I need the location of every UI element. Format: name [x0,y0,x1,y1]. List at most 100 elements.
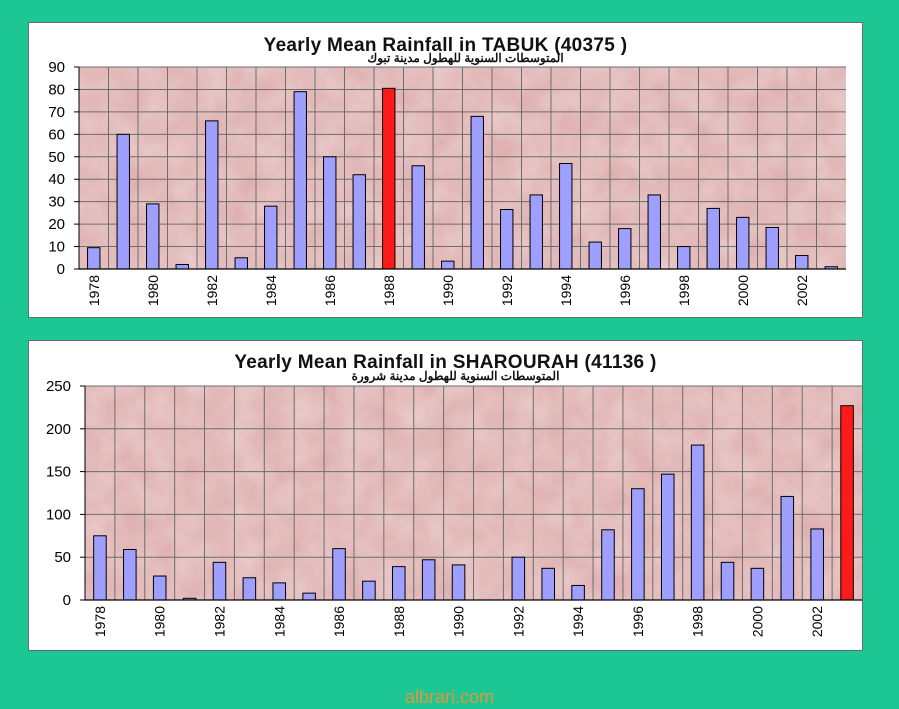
tabuk-bar-1981 [175,264,189,270]
sharourah-bar-2000 [750,567,765,601]
sharourah-bar-1978 [93,535,107,601]
tabuk-xtick-label: 1994 [558,275,574,306]
sharourah-chart-title: Yearly Mean Rainfall in SHAROURAH (41136… [234,352,657,373]
sharourah-xtick-label: 1980 [152,606,168,637]
tabuk-chart-subtitle: المتوسطات السنوية للهطول مدينة تبوك [367,51,564,65]
sharourah-bar-1994 [571,584,585,601]
sharourah-bar-1992 [511,556,526,601]
tabuk-ytick-label: 60 [48,126,65,143]
tabuk-xtick-label: 2002 [794,275,810,306]
sharourah-bar-1989 [421,559,436,601]
sharourah-bar-1998 [690,444,705,601]
sharourah-bar-2003 [840,405,854,601]
tabuk-ytick-label: 90 [48,59,65,76]
sharourah-bar-1988 [392,566,406,601]
tabuk-bar-2001 [765,226,779,270]
sharourah-xtick-label: 1998 [690,606,706,637]
tabuk-bar-1994 [559,163,573,270]
sharourah-xtick-label: 1986 [331,606,347,637]
sharourah-ytick-label: 200 [46,421,71,438]
sharourah-bar-1999 [720,561,735,601]
tabuk-bar-1993 [529,194,543,270]
sharourah-bar-1995 [601,529,615,601]
tabuk-xtick-label: 1998 [676,275,692,306]
tabuk-bar-1989 [411,165,425,270]
sharourah-bar-1982 [212,561,227,601]
tabuk-ytick-label: 50 [48,149,65,166]
tabuk-bar-2000 [736,216,750,270]
tabuk-xtick-label: 1988 [381,275,397,306]
tabuk-ytick-label: 40 [48,171,65,188]
tabuk-xtick-label: 1996 [617,275,633,306]
tabuk-xtick-label: 1984 [263,275,279,306]
sharourah-ytick-label: 50 [54,549,71,566]
tabuk-xtick-label: 1978 [86,275,102,306]
tabuk-chart-panel: Yearly Mean Rainfall in TABUK (40375 ) ا… [28,22,863,318]
tabuk-ytick-label: 10 [48,239,65,256]
tabuk-ytick-label: 70 [48,104,65,121]
sharourah-bar-1990 [451,564,466,601]
watermark: albrari.com [404,687,495,707]
sharourah-xtick-label: 1982 [211,606,227,637]
tabuk-bar-1992 [500,209,514,270]
sharourah-ytick-label: 0 [63,592,71,609]
sharourah-xtick-label: 1978 [92,606,108,637]
tabuk-bar-1995 [588,241,602,270]
tabuk-xtick-label: 2000 [735,275,751,306]
sharourah-bar-2001 [780,495,795,601]
tabuk-ytick-label: 30 [48,194,65,211]
sharourah-xtick-label: 1994 [570,606,586,637]
sharourah-bar-2002 [810,528,824,601]
tabuk-ytick-label: 80 [48,81,65,98]
tabuk-bar-1991 [470,115,484,270]
sharourah-xtick-label: 1990 [451,606,467,637]
sharourah-xtick-label: 1996 [630,606,646,637]
sharourah-bar-1997 [660,473,675,601]
tabuk-bar-1980 [146,203,160,270]
sharourah-bar-1987 [362,580,376,601]
tabuk-bar-1987 [352,174,366,270]
tabuk-bar-1984 [264,205,278,270]
sharourah-bar-1986 [332,548,346,601]
sharourah-chart-subtitle: المتوسطات السنوية للهطول مدينة شرورة [351,369,560,383]
sharourah-ytick-label: 100 [46,506,71,523]
tabuk-bar-1990 [441,260,455,270]
sharourah-xtick-label: 2000 [749,606,765,637]
tabuk-bar-1982 [205,120,219,270]
tabuk-bar-1985 [293,91,307,270]
sharourah-bar-1983 [242,577,257,601]
tabuk-bar-1998 [677,246,691,270]
sharourah-xtick-label: 1984 [271,606,287,637]
tabuk-bar-1999 [706,207,720,270]
sharourah-bar-1984 [272,582,287,601]
tabuk-chart-title: Yearly Mean Rainfall in TABUK (40375 ) [263,35,628,56]
tabuk-xtick-label: 1986 [322,275,338,306]
sharourah-bar-1996 [631,488,645,601]
sharourah-ytick-label: 250 [46,378,71,395]
sharourah-bar-1980 [152,575,167,601]
tabuk-bar-1978 [87,247,101,270]
sharourah-chart-svg: 0 50 100 150 200 250 1978 1980 1982 1984 1986 1988 1… [46,378,862,637]
tabuk-bar-1979 [116,133,130,270]
tabuk-xtick-label: 1992 [499,275,515,306]
sharourah-bar-1993 [541,567,555,601]
sharourah-xtick-label: 1992 [510,606,526,637]
tabuk-bar-1986 [323,156,337,270]
sharourah-bar-1979 [123,548,137,601]
sharourah-ytick-label: 150 [46,464,71,481]
sharourah-xtick-label: 2002 [809,606,825,637]
tabuk-chart-svg: 0 10 20 30 40 50 60 70 80 90 1978 1980 1982 1984 1986 1… [48,59,846,306]
tabuk-xtick-label: 1982 [204,275,220,306]
tabuk-bar-1988 [382,87,396,270]
tabuk-ytick-label: 20 [48,216,65,233]
sharourah-xtick-label: 1988 [391,606,407,637]
tabuk-bar-2002 [795,255,809,270]
tabuk-xtick-label: 1990 [440,275,456,306]
tabuk-bar-1996 [618,228,632,270]
tabuk-ytick-label: 0 [57,261,65,278]
sharourah-bar-1985 [302,592,316,601]
tabuk-bar-1997 [647,194,661,270]
sharourah-chart-panel: Yearly Mean Rainfall in SHAROURAH (41136… [28,340,863,651]
tabuk-bar-1983 [234,257,248,270]
tabuk-xtick-label: 1980 [145,275,161,306]
